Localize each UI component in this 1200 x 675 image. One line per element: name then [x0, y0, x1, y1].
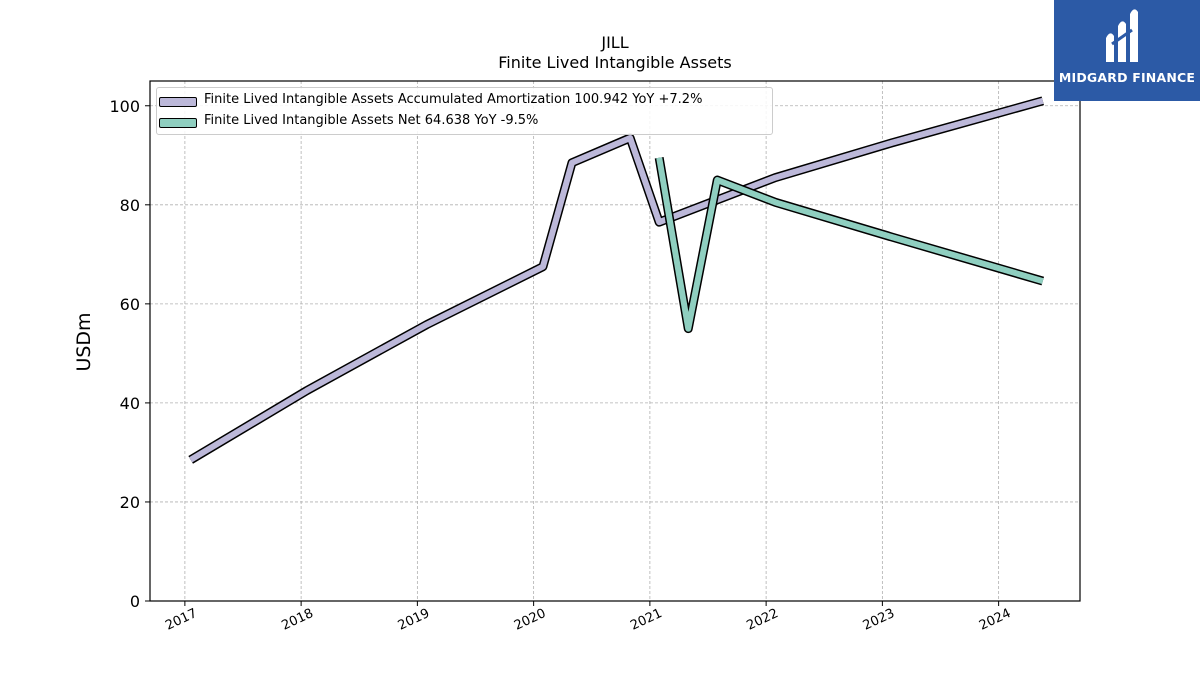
series-line-0 [189, 97, 1044, 463]
x-tick-label: 2018 [279, 606, 315, 634]
grid-lines [150, 81, 1080, 602]
logo-mark-icon [1106, 9, 1138, 62]
legend-label-net: Finite Lived Intangible Assets Net 64.63… [204, 113, 539, 128]
y-tick-label: 60 [120, 295, 140, 314]
x-tick-label: 2020 [512, 606, 548, 634]
series-line-1 [656, 157, 1044, 332]
legend-swatch-amortization [159, 97, 197, 107]
legend-label-amortization: Finite Lived Intangible Assets Accumulat… [204, 92, 703, 107]
x-tick-label: 2022 [744, 606, 780, 634]
y-tick-label: 0 [130, 592, 140, 611]
chart-title: JILL [601, 33, 629, 52]
y-tick-label: 20 [120, 493, 140, 512]
legend-swatch-net [159, 118, 197, 128]
brand-name: MIDGARD FINANCE [1058, 70, 1196, 85]
y-tick-label: 40 [120, 394, 140, 413]
y-tick-label: 100 [109, 97, 140, 116]
axes: 2017 2018 2019 2020 2021 2022 2023 2024 0 20 40 60 8… [109, 97, 1013, 634]
x-tick-label: 2023 [861, 606, 897, 634]
chart-subtitle: Finite Lived Intangible Assets [498, 53, 732, 72]
y-tick-label: 80 [120, 196, 140, 215]
plot-frame [149, 80, 1081, 602]
x-tick-label: 2019 [396, 606, 432, 634]
x-tick-label: 2017 [163, 606, 199, 634]
series-outline-0 [188, 96, 1045, 464]
brand-logo: MIDGARD FINANCE [1054, 0, 1200, 101]
legend: Finite Lived Intangible Assets Accumulat… [156, 87, 773, 135]
x-tick-label: 2021 [628, 606, 664, 634]
y-axis-label: USDm [73, 312, 95, 372]
series-lines [188, 96, 1045, 464]
x-tick-label: 2024 [977, 606, 1013, 634]
